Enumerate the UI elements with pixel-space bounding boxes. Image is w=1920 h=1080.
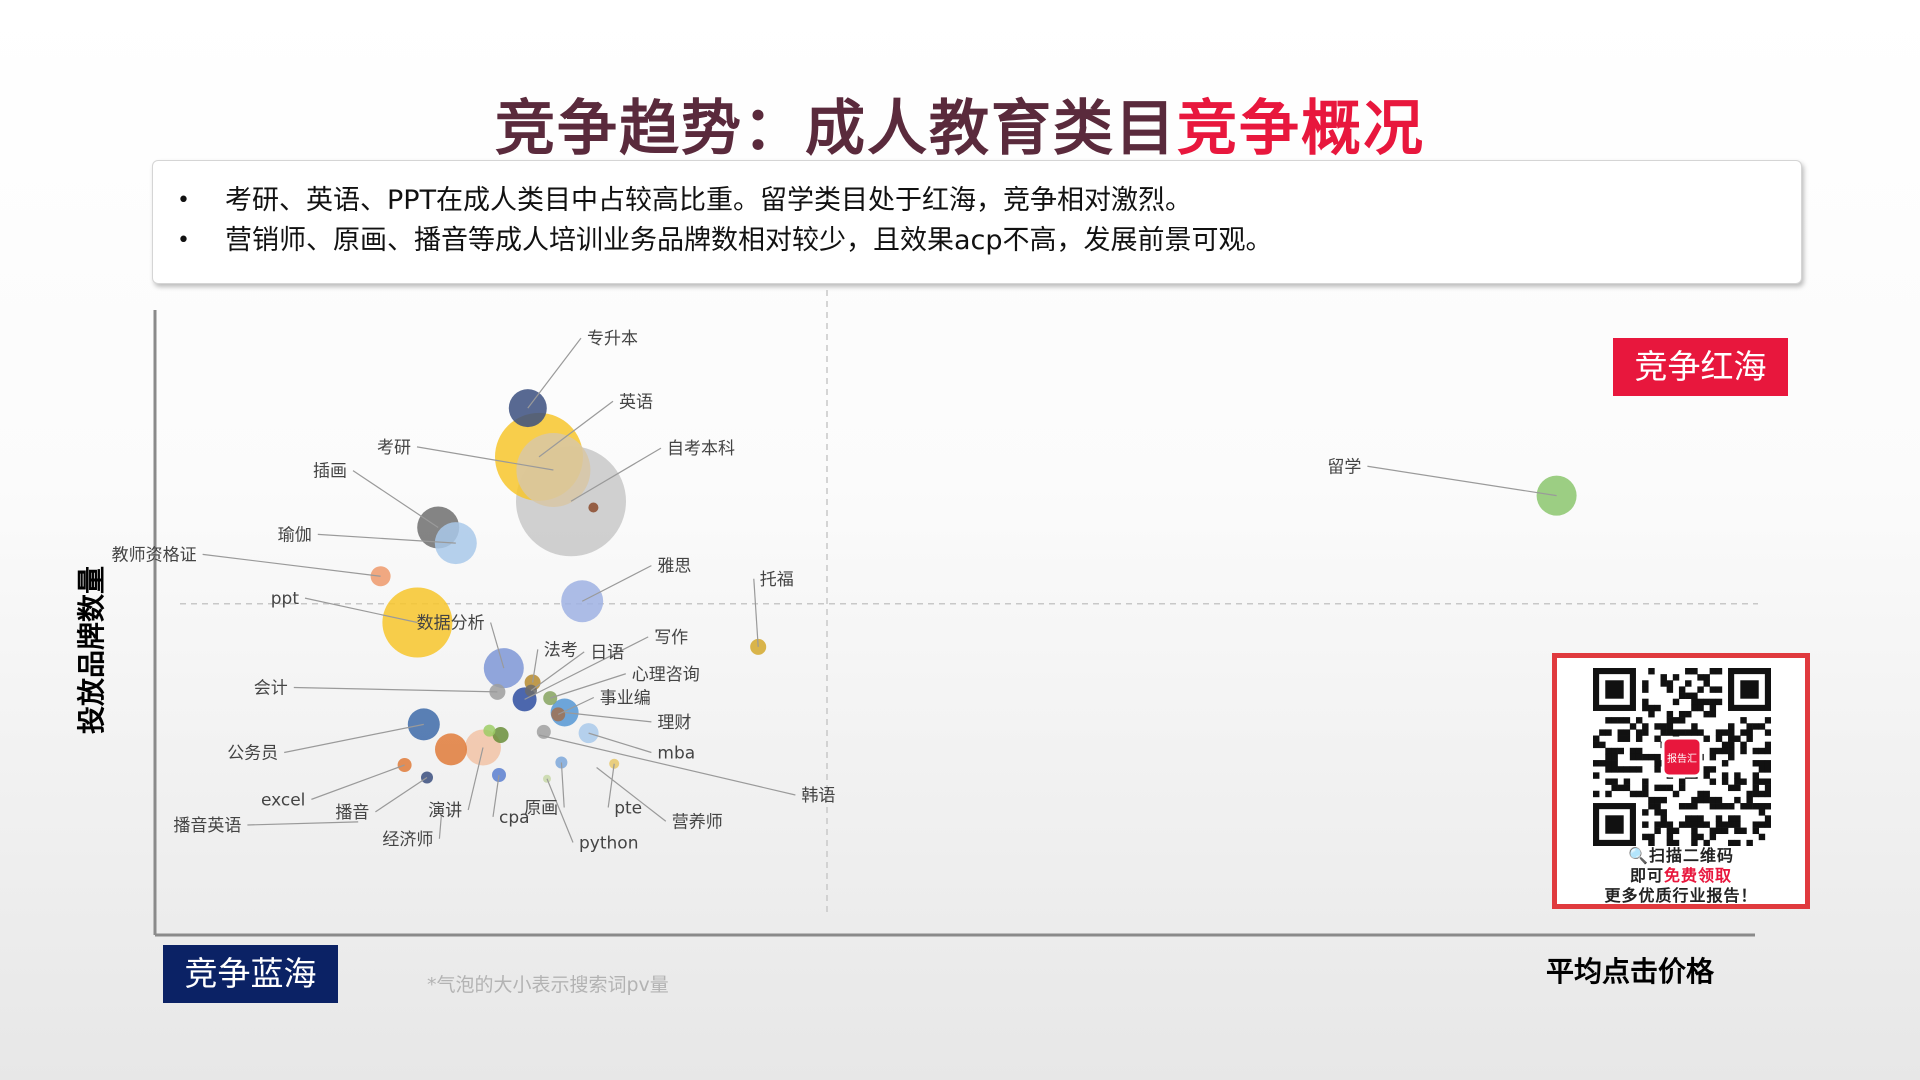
bubble-label: 播音 — [335, 803, 369, 823]
bubble-label: 理财 — [657, 713, 691, 733]
leader-line — [564, 711, 652, 723]
bubble-label: 播音英语 — [173, 816, 241, 836]
bubble-label: 心理咨询 — [632, 665, 700, 685]
leader-line — [550, 673, 626, 699]
y-axis-label: 投放品牌数量 — [75, 565, 108, 735]
leader-line — [524, 636, 649, 700]
bubble-label: ppt — [271, 589, 300, 609]
leader-line — [202, 553, 381, 577]
x-axis-label: 平均点击价格 — [1546, 955, 1715, 988]
summary-box: • 考研、英语、PPT在成人类目中占较高比重。留学类目处于红海，竞争相对激烈。 … — [152, 160, 1802, 284]
bubble-label: 专升本 — [587, 329, 638, 349]
leader-line — [530, 651, 585, 692]
leader-line — [557, 696, 595, 715]
qr-badge-label: 报告汇 — [1667, 752, 1697, 765]
bubble-label: 英语 — [619, 392, 653, 412]
qr-caption-highlight: 免费领取 — [1664, 866, 1733, 885]
leader-line — [438, 814, 442, 839]
bubble-size-note: *气泡的大小表示搜索词pv量 — [427, 974, 669, 996]
bubble-label: python — [579, 834, 638, 854]
bubble-label: 自考本科 — [667, 439, 735, 459]
summary-text-1: 考研、英语、PPT在成人类目中占较高比重。留学类目处于红海，竞争相对激烈。 — [225, 185, 1193, 216]
leader-line — [416, 446, 554, 471]
bullet-icon: • — [177, 188, 190, 213]
summary-line: • 考研、英语、PPT在成人类目中占较高比重。留学类目处于红海，竞争相对激烈。 — [169, 181, 1801, 221]
leader-line — [546, 778, 574, 843]
leader-line — [304, 597, 418, 624]
leader-line — [1367, 465, 1557, 497]
qr-caption-line-3: 更多优质行业报告！ — [1604, 886, 1758, 905]
red-sea-badge: 竞争红海 — [1613, 338, 1788, 396]
bubble-label: 数据分析 — [417, 614, 485, 634]
leader-line — [492, 774, 500, 817]
qr-caption-prefix: 即可 — [1629, 866, 1664, 885]
qr-caption: 🔍扫描二维码 即可免费领取 更多优质行业报告！ — [1557, 846, 1805, 906]
qr-code-panel[interactable]: 报告汇 🔍扫描二维码 即可免费领取 更多优质行业报告！ — [1552, 653, 1810, 909]
bubble-label: 写作 — [654, 628, 688, 648]
bubble-unlabeled-lime — [483, 724, 496, 737]
bullet-icon: • — [177, 228, 190, 253]
title-highlight: 竞争概况 — [1177, 94, 1425, 164]
leader-line — [284, 723, 424, 754]
leader-line — [527, 337, 582, 409]
page-title: 竞争趋势：成人教育类目竞争概况 — [0, 80, 1920, 167]
leader-line — [596, 767, 667, 822]
leader-line — [317, 533, 456, 544]
blue-sea-badge: 竞争蓝海 — [163, 945, 338, 1003]
leader-line — [538, 734, 796, 796]
bubble-label: 教师资格证 — [112, 545, 197, 565]
bubble-label: 插画 — [313, 462, 347, 482]
summary-line: • 营销师、原画、播音等成人培训业务品牌数相对较少，且效果acp不高，发展前景可… — [169, 221, 1801, 261]
leader-line — [352, 470, 439, 528]
bubble-label: 雅思 — [657, 557, 691, 577]
bubble-label: 日语 — [590, 643, 624, 663]
leader-line — [581, 565, 652, 602]
qr-code-icon[interactable]: 报告汇 — [1593, 668, 1771, 846]
leader-line — [753, 578, 759, 647]
bubble-label: 法考 — [544, 640, 578, 660]
bubble-label: 考研 — [377, 438, 411, 458]
leader-line — [588, 732, 652, 754]
leader-line — [467, 747, 484, 811]
leader-line — [375, 777, 428, 813]
leader-line — [570, 447, 662, 502]
bubble-label: 瑜伽 — [278, 525, 312, 545]
leader-line — [490, 622, 505, 669]
bubble-label: 事业编 — [600, 689, 651, 709]
summary-text-2: 营销师、原画、播音等成人培训业务品牌数相对较少，且效果acp不高，发展前景可观。 — [225, 225, 1273, 256]
bubble-unlabeled-orange — [435, 733, 467, 766]
bubble-label: 留学 — [1327, 457, 1361, 477]
leader-line — [293, 686, 498, 693]
qr-caption-line-1: 🔍扫描二维码 — [1628, 846, 1734, 865]
bubble-label: mba — [657, 744, 695, 764]
leader-line — [247, 821, 359, 826]
leader-line — [538, 400, 614, 458]
bubble-label: 韩语 — [801, 786, 835, 806]
bubble-unlabeled-dot — [588, 502, 599, 513]
bubble-label: cpa — [499, 808, 530, 828]
leader-line — [532, 649, 539, 683]
title-main: 竞争趋势：成人教育类目 — [495, 94, 1177, 164]
bubble-label: 公务员 — [227, 744, 278, 764]
leader-line — [607, 763, 615, 808]
bubble-label: 原画 — [524, 799, 558, 819]
leader-line — [560, 762, 565, 808]
leader-line — [311, 764, 405, 800]
bubble-label: 演讲 — [428, 801, 462, 821]
bubble-label: excel — [261, 790, 305, 810]
qr-caption-line-2: 即可免费领取 — [1557, 866, 1805, 886]
bubble-label: 会计 — [254, 679, 288, 699]
bubble-unlabeled-green — [492, 727, 509, 743]
bubble-label: 托福 — [760, 570, 794, 590]
bubble-label: 经济师 — [382, 830, 433, 850]
bubble-label: pte — [614, 799, 642, 819]
bubble-label: 营养师 — [672, 812, 723, 832]
